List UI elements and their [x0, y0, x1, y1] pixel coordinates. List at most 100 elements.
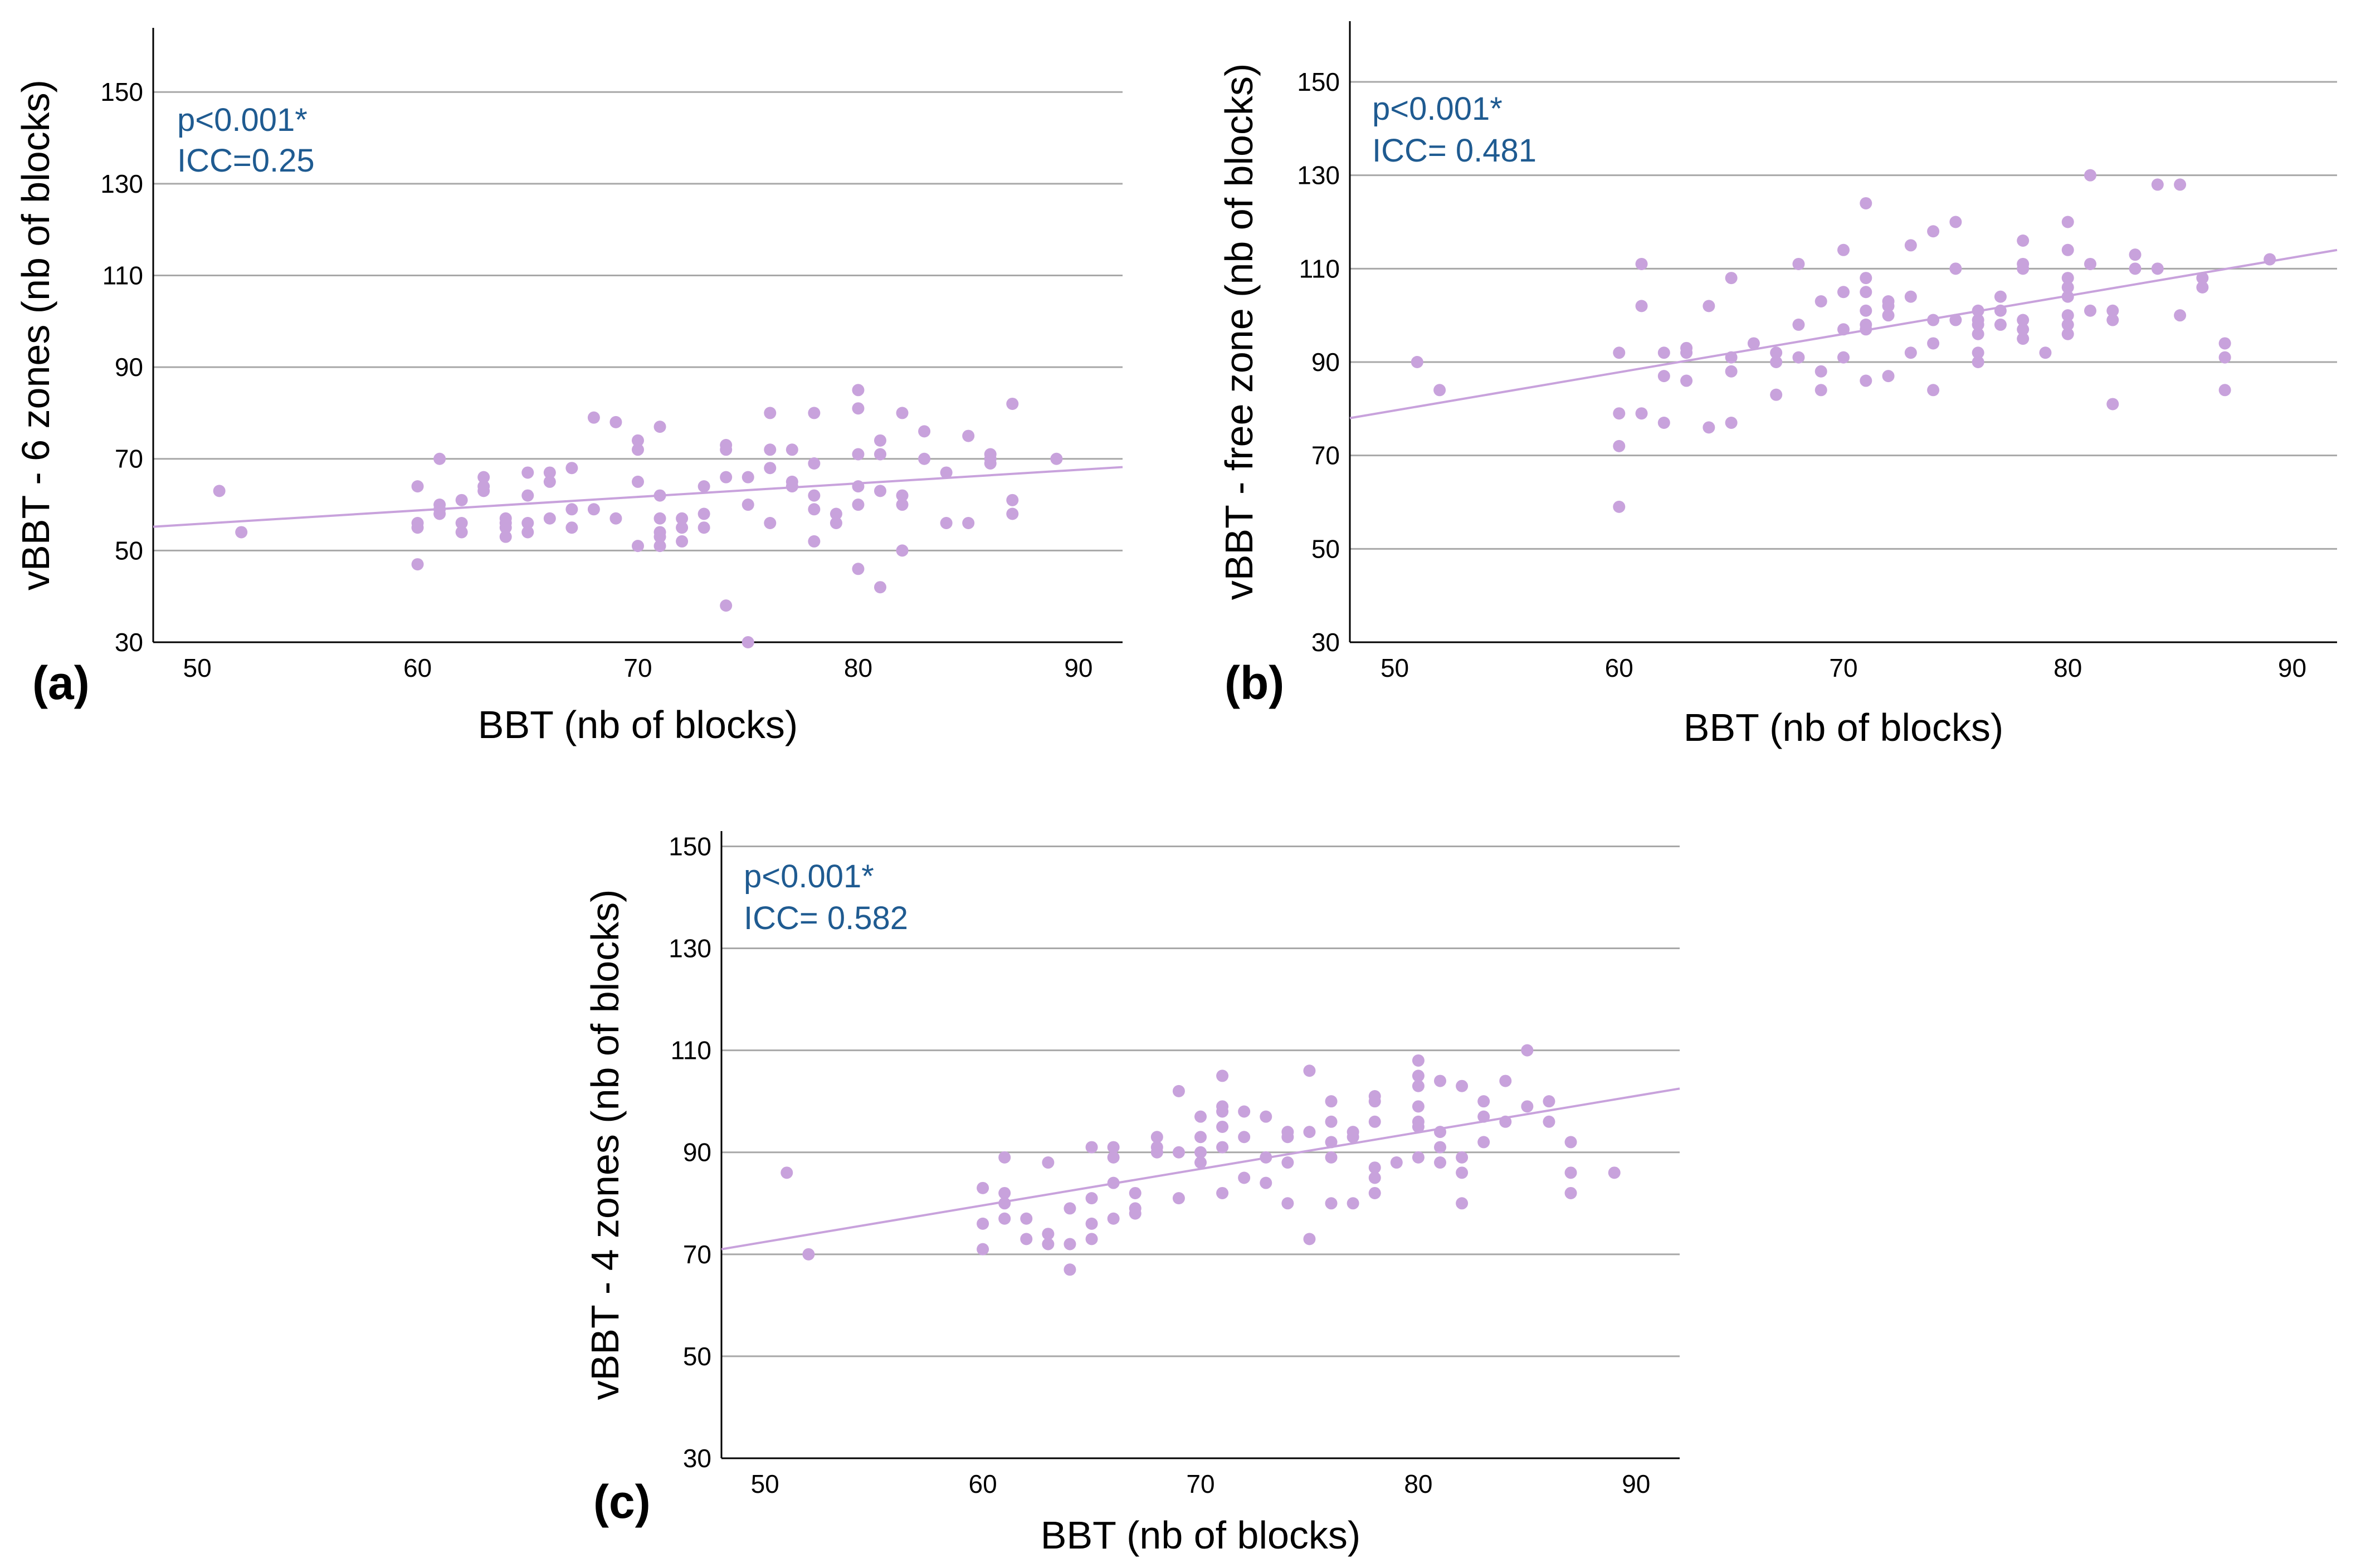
data-point	[587, 411, 600, 424]
data-point	[1281, 1156, 1294, 1169]
data-point	[455, 516, 468, 529]
data-point	[213, 485, 226, 497]
data-point	[1860, 197, 1872, 209]
data-point	[1129, 1186, 1142, 1199]
data-point	[1564, 1136, 1577, 1149]
data-point	[2061, 309, 2074, 322]
data-point	[1042, 1156, 1055, 1169]
data-point	[521, 516, 534, 529]
data-point	[742, 471, 754, 483]
data-point	[742, 636, 754, 648]
data-point	[808, 489, 821, 502]
data-point	[1303, 1233, 1316, 1245]
data-point	[1837, 286, 1850, 299]
data-point	[1882, 370, 1895, 383]
data-point	[998, 1151, 1011, 1164]
data-point	[1412, 1151, 1425, 1164]
x-tick-label: 90	[1064, 653, 1092, 682]
y-tick-label: 130	[100, 169, 143, 198]
data-point	[1216, 1186, 1229, 1199]
data-point	[2174, 309, 2187, 322]
data-point	[609, 512, 622, 525]
data-point	[521, 526, 534, 539]
data-point	[896, 499, 909, 511]
data-point	[1499, 1074, 1512, 1087]
data-point	[2218, 351, 2231, 364]
data-point	[1770, 388, 1783, 401]
data-point	[2196, 281, 2209, 294]
data-point	[977, 1243, 989, 1256]
data-point	[1194, 1156, 1207, 1169]
data-point	[2129, 248, 2142, 261]
data-point	[874, 485, 886, 497]
panel-label: (b)	[1225, 657, 1284, 709]
data-point	[1456, 1197, 1469, 1210]
data-point	[1194, 1131, 1207, 1144]
data-point	[477, 485, 490, 497]
data-point	[977, 1217, 989, 1230]
data-point	[1814, 365, 1827, 378]
data-point	[2196, 272, 2209, 285]
data-point	[653, 512, 666, 525]
data-point	[720, 443, 733, 456]
data-point	[1368, 1115, 1381, 1128]
data-point	[1972, 355, 1984, 368]
data-point	[764, 516, 777, 529]
data-point	[2084, 257, 2096, 270]
data-point	[433, 452, 446, 465]
y-tick-label: 130	[1297, 161, 1340, 190]
data-point	[632, 475, 644, 488]
panel-label: (a)	[32, 657, 90, 709]
regression-line	[721, 1087, 1680, 1251]
data-point	[1368, 1171, 1381, 1184]
data-point	[1042, 1238, 1055, 1251]
data-point	[433, 507, 446, 520]
data-point	[1972, 304, 1984, 317]
stat-annotation: ICC=0.25	[177, 143, 315, 179]
x-tick-label: 80	[844, 653, 872, 682]
data-point	[2218, 384, 2231, 397]
data-point	[1411, 355, 1423, 368]
data-point	[565, 521, 578, 534]
data-point	[786, 480, 798, 493]
data-point	[1613, 407, 1626, 420]
data-point	[1725, 351, 1738, 364]
data-point	[1085, 1192, 1098, 1205]
x-tick-label: 50	[751, 1469, 779, 1498]
x-tick-label: 70	[1186, 1469, 1214, 1498]
data-point	[1564, 1186, 1577, 1199]
data-point	[1927, 337, 1940, 350]
data-point	[411, 480, 424, 493]
data-point	[977, 1181, 989, 1194]
data-point	[1814, 384, 1827, 397]
data-point	[543, 512, 556, 525]
data-point	[411, 558, 424, 571]
data-point	[1107, 1151, 1120, 1164]
data-point	[1064, 1238, 1076, 1251]
data-point	[1260, 1176, 1272, 1189]
data-point	[2017, 323, 2030, 336]
data-point	[1994, 290, 2007, 303]
stat-annotation: p<0.001*	[744, 858, 874, 895]
data-point	[1064, 1263, 1076, 1276]
data-point	[1657, 346, 1670, 359]
y-tick-label: 110	[671, 1036, 711, 1065]
x-tick-label: 50	[1381, 653, 1409, 682]
data-point	[521, 489, 534, 502]
data-point	[2264, 253, 2276, 266]
data-point	[852, 480, 865, 493]
data-point	[1657, 416, 1670, 429]
x-tick-label: 60	[969, 1469, 997, 1498]
data-point	[1837, 323, 1850, 336]
data-point	[896, 407, 909, 419]
data-point	[1927, 384, 1940, 397]
y-tick-label: 70	[683, 1240, 711, 1269]
data-point	[1412, 1100, 1425, 1113]
data-point	[1564, 1166, 1577, 1179]
data-point	[1006, 494, 1019, 506]
regression-line	[153, 466, 1123, 528]
y-tick-label: 110	[103, 261, 143, 290]
data-point	[1860, 304, 1872, 317]
data-point	[1972, 328, 1984, 340]
x-tick-label: 70	[623, 653, 652, 682]
